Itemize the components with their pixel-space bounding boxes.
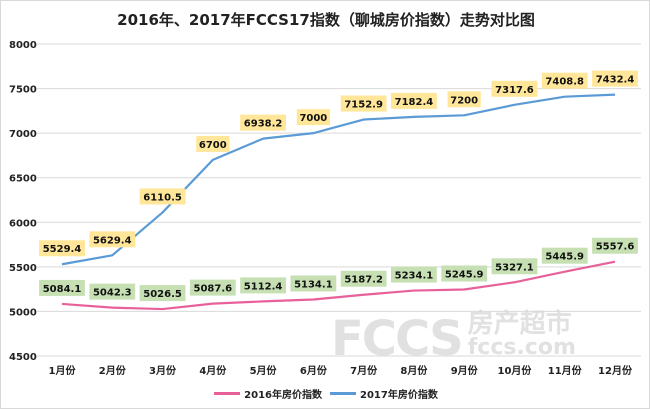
data-label-bg bbox=[139, 188, 186, 205]
y-tick-label: 4500 bbox=[9, 352, 37, 363]
series-line-1 bbox=[61, 93, 616, 266]
legend-swatch bbox=[330, 392, 356, 395]
x-tick-label: 7月份 bbox=[350, 364, 378, 377]
data-label: 5042.3 bbox=[93, 288, 132, 299]
data-label-bg bbox=[447, 91, 481, 108]
data-label-bg bbox=[340, 270, 387, 287]
chart-title: 2016年、2017年FCCS17指数（聊城房价指数）走势对比图 bbox=[117, 11, 535, 29]
data-label-bg bbox=[189, 279, 236, 296]
data-label: 7408.8 bbox=[545, 77, 584, 88]
data-label: 5187.2 bbox=[344, 275, 383, 286]
data-label: 6700 bbox=[199, 140, 227, 151]
data-label-bg bbox=[391, 266, 437, 283]
x-tick-label: 11月份 bbox=[548, 364, 583, 377]
x-tick-label: 3月份 bbox=[149, 364, 177, 377]
data-label: 7182.4 bbox=[395, 97, 434, 108]
data-label: 7152.9 bbox=[344, 100, 383, 111]
data-label: 6938.2 bbox=[244, 119, 283, 130]
x-tick-label: 6月份 bbox=[300, 364, 328, 377]
data-label-bg bbox=[89, 283, 136, 300]
x-tick-label: 1月份 bbox=[49, 364, 77, 377]
data-label: 5134.1 bbox=[294, 279, 333, 290]
data-label: 5087.6 bbox=[194, 284, 233, 295]
data-label: 5445.9 bbox=[545, 252, 584, 263]
series-line-0 bbox=[61, 260, 616, 311]
data-label: 5327.1 bbox=[495, 262, 534, 273]
data-label-bg bbox=[139, 285, 186, 302]
data-label-bg bbox=[89, 231, 136, 248]
legend-item-2016: 2016年房价指数 bbox=[214, 386, 322, 401]
data-label: 5084.1 bbox=[43, 284, 82, 295]
data-label: 7432.4 bbox=[596, 75, 635, 86]
data-label-bg bbox=[541, 247, 588, 264]
data-label: 5234.1 bbox=[395, 271, 434, 282]
legend: 2016年房价指数 2017年房价指数 bbox=[1, 386, 649, 401]
data-label-bg bbox=[541, 72, 588, 89]
y-tick-label: 7000 bbox=[9, 129, 37, 140]
data-label-bg bbox=[340, 95, 387, 112]
y-tick-label: 6500 bbox=[9, 174, 37, 185]
legend-swatch bbox=[214, 392, 241, 395]
x-tick-label: 10月份 bbox=[497, 364, 532, 377]
y-tick-label: 7500 bbox=[9, 85, 37, 96]
data-label-bg bbox=[391, 92, 437, 109]
data-label-bg bbox=[592, 70, 638, 87]
data-label: 5529.4 bbox=[43, 244, 82, 255]
data-label-bg bbox=[240, 277, 286, 294]
data-label: 5245.9 bbox=[445, 270, 484, 281]
y-tick-label: 8000 bbox=[9, 40, 37, 51]
y-tick-label: 5500 bbox=[9, 263, 37, 274]
y-tick-label: 6000 bbox=[9, 218, 37, 229]
x-tick-label: 4月份 bbox=[199, 364, 227, 377]
x-tick-label: 2月份 bbox=[99, 364, 127, 377]
data-label-bg bbox=[441, 265, 488, 282]
data-label-bg bbox=[491, 258, 538, 275]
data-label-bg bbox=[290, 275, 337, 292]
data-label-bg bbox=[296, 109, 330, 126]
x-tick-label: 9月份 bbox=[451, 364, 479, 377]
data-label: 7317.6 bbox=[495, 85, 534, 96]
legend-item-2017: 2017年房价指数 bbox=[330, 386, 438, 401]
data-label-bg bbox=[592, 237, 638, 254]
data-label-bg bbox=[196, 135, 230, 152]
x-tick-label: 12月份 bbox=[598, 364, 633, 377]
data-label: 7000 bbox=[299, 113, 327, 124]
data-label-bg bbox=[39, 240, 85, 257]
data-label-bg bbox=[39, 279, 85, 296]
data-label-bg bbox=[491, 80, 538, 97]
data-label: 5112.4 bbox=[244, 281, 283, 292]
data-label: 5026.5 bbox=[143, 289, 182, 300]
data-label: 6110.5 bbox=[143, 192, 182, 203]
data-label: 7200 bbox=[450, 95, 478, 106]
data-label: 5629.4 bbox=[93, 235, 132, 246]
y-tick-label: 5000 bbox=[9, 307, 37, 318]
x-tick-label: 5月份 bbox=[250, 364, 278, 377]
data-label: 5557.6 bbox=[596, 242, 635, 253]
watermark-logo: FCCS 房产超市 fccs.com bbox=[331, 309, 576, 367]
data-label-bg bbox=[240, 114, 286, 131]
x-tick-label: 8月份 bbox=[400, 364, 428, 377]
